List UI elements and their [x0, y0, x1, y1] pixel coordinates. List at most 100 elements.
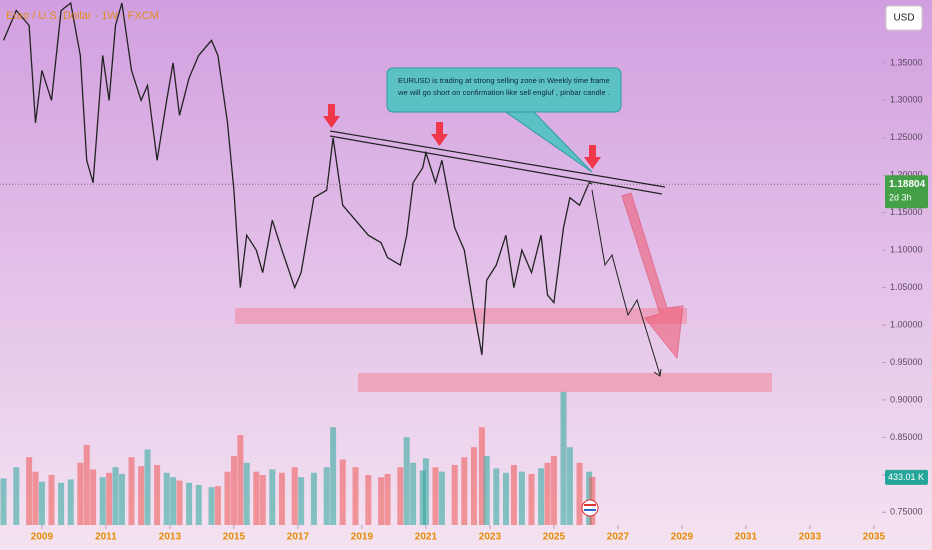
- x-tick-label: 2025: [543, 532, 566, 543]
- volume-bar: [291, 467, 298, 525]
- volume-bar: [99, 477, 106, 525]
- volume-bar: [208, 487, 215, 525]
- volume-bar: [138, 466, 145, 525]
- trendline: [329, 135, 663, 195]
- x-tick-label: 2017: [287, 532, 310, 543]
- volume-bar: [83, 445, 90, 525]
- y-tick-label: 1.30000: [890, 95, 923, 105]
- x-tick-label: 2011: [95, 532, 117, 543]
- y-tick-label: 1.15000: [890, 207, 923, 217]
- volume-bar: [330, 427, 337, 525]
- volume-bar: [410, 462, 417, 525]
- volume-bar: [186, 482, 193, 525]
- volume-bar: [483, 456, 490, 525]
- volume-bar: [528, 473, 535, 525]
- volume-bar: [323, 467, 330, 525]
- volume-bar: [550, 456, 557, 525]
- volume-bar: [67, 479, 74, 525]
- currency-label: USD: [893, 13, 914, 24]
- callout-text: EURUSD is trading at strong selling zone…: [398, 76, 610, 85]
- x-tick-label: 2031: [735, 532, 758, 543]
- volume-bar: [586, 471, 593, 525]
- volume-bar: [144, 449, 151, 525]
- volume-bar: [26, 457, 33, 525]
- volume-bar: [422, 458, 429, 525]
- projection-head: [653, 368, 662, 377]
- price-tag: [885, 175, 928, 209]
- volume-tag-label: 433.01 K: [888, 472, 924, 482]
- volume-bar: [106, 472, 113, 525]
- x-tick-label: 2019: [351, 532, 374, 543]
- y-tick-label: 1.10000: [890, 245, 923, 255]
- price-line: [2, 1, 593, 356]
- volume-bar: [310, 472, 317, 525]
- volume-bar: [478, 427, 485, 525]
- volume-bar: [461, 457, 468, 525]
- volume-bar: [118, 473, 125, 525]
- x-tick-label: 2029: [671, 532, 694, 543]
- volume-bar: [128, 457, 135, 525]
- volume-bar: [298, 477, 305, 525]
- price-tag-label: 1.18804: [889, 179, 926, 190]
- volume-bar: [493, 468, 500, 525]
- marker-arrows: [323, 104, 601, 169]
- volume-bar: [112, 467, 119, 525]
- y-tick-label: 0.90000: [890, 394, 923, 404]
- volume-bar: [58, 482, 65, 525]
- x-tick-label: 2027: [607, 532, 630, 543]
- support-zone: [235, 308, 687, 324]
- x-tick-label: 2021: [415, 532, 438, 543]
- volume-bar: [13, 467, 20, 525]
- volume-bar: [32, 471, 39, 525]
- volume-bar: [451, 465, 458, 525]
- x-tick-label: 2023: [479, 532, 502, 543]
- volume-bar: [397, 467, 404, 525]
- x-tick-label: 2015: [223, 532, 246, 543]
- price-layer: [0, 1, 880, 356]
- y-tick-label: 1.00000: [890, 319, 923, 329]
- volume-bar: [230, 456, 237, 525]
- volume-bar: [163, 472, 170, 525]
- chart-title: Euro / U.S. Dollar · 1W · FXCM: [6, 10, 159, 22]
- event-icon: [581, 499, 599, 517]
- volume-bar: [419, 470, 426, 525]
- volume-bar: [544, 462, 551, 525]
- volume-bar: [224, 471, 231, 525]
- volume-bar: [259, 475, 266, 525]
- trendline: [329, 130, 666, 188]
- volume-bar: [278, 472, 285, 525]
- volume-tag: [885, 469, 928, 485]
- volume-bar: [510, 465, 517, 525]
- volume-bar: [170, 477, 177, 525]
- callout-text: we will go short on confirmation like se…: [397, 88, 610, 97]
- currency-button[interactable]: [885, 5, 923, 31]
- volume-bar: [502, 472, 509, 525]
- volume-bar: [378, 477, 385, 525]
- volume-bar: [518, 471, 525, 525]
- event-icon-stripe: [584, 504, 596, 506]
- volume-bar: [403, 437, 410, 525]
- volume-bar: [237, 435, 244, 525]
- volume-bar: [90, 469, 97, 525]
- volume-bar: [438, 471, 445, 525]
- volume-bar: [48, 475, 55, 525]
- volume-bar: [0, 478, 7, 525]
- y-tick-label: 0.75000: [890, 507, 923, 517]
- volume-bar: [538, 468, 545, 525]
- y-tick-label: 1.05000: [890, 282, 923, 292]
- volume-bar: [38, 481, 45, 525]
- event-icon-stripe: [584, 509, 596, 511]
- volume-bar: [339, 459, 346, 525]
- volume-bar: [243, 462, 250, 525]
- volume-bar: [384, 473, 391, 525]
- volume-bar: [352, 467, 359, 525]
- y-tick-label: 0.95000: [890, 357, 923, 367]
- x-tick-label: 2033: [799, 532, 822, 543]
- volume-bar: [253, 471, 260, 525]
- projection-path: [591, 189, 661, 376]
- y-tick-label: 1.35000: [890, 57, 923, 67]
- callout: [386, 67, 622, 113]
- volume-bar: [566, 447, 573, 525]
